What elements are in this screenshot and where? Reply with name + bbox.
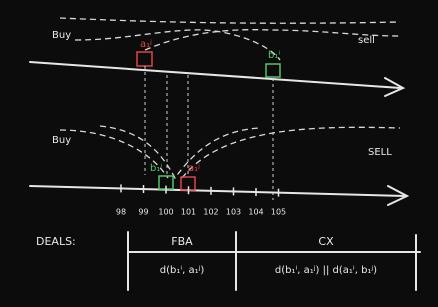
tick-label: 100 (158, 208, 173, 217)
bid-label: b₁ⁱ (150, 163, 162, 174)
sell-label: SELL (368, 147, 392, 158)
column-header: FBA (171, 235, 193, 248)
column-header: CX (318, 235, 334, 248)
tick-label: 103 (226, 208, 241, 217)
tick-label: 102 (203, 208, 218, 217)
tick-label: 101 (181, 208, 196, 217)
chalkboard: Buy sell a₁ʲ b₁ⁱ Buy SELL b₁ⁱ a₁ʲ 98 99 10… (0, 0, 438, 307)
ask-label: a₁ʲ (140, 39, 152, 50)
buy-label: Buy (52, 135, 71, 146)
tick-label: 99 (138, 208, 148, 217)
tick-label: 104 (248, 208, 263, 217)
formula: d(b₁ⁱ, a₁ʲ) (160, 265, 205, 276)
sell-label: sell (358, 35, 375, 46)
tick-label: 105 (271, 208, 286, 217)
formula: d(b₁ⁱ, a₁ʲ) || d(a₁ⁱ, b₁ʲ) (275, 265, 377, 276)
tick-label: 98 (116, 208, 126, 217)
bid-label: b₁ⁱ (268, 50, 280, 61)
ask-label: a₁ʲ (188, 163, 200, 174)
deals-title: DEALS: (36, 235, 76, 248)
buy-label: Buy (52, 30, 71, 41)
